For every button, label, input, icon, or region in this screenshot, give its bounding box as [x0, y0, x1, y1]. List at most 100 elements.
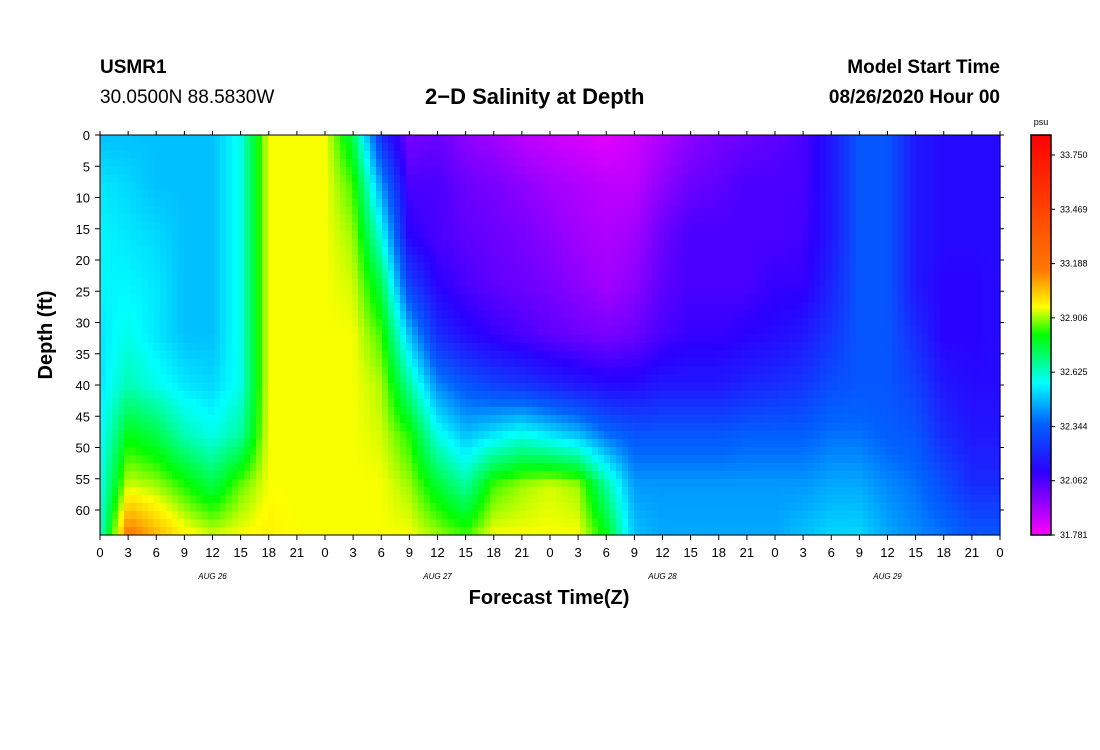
heatmap-cell [172, 327, 179, 336]
heatmap-cell [586, 327, 593, 336]
heatmap-cell [340, 455, 347, 464]
heatmap-cell [202, 223, 209, 232]
heatmap-cell [478, 191, 485, 200]
heatmap-cell [208, 399, 215, 408]
heatmap-cell [154, 495, 161, 504]
heatmap-cell [130, 135, 137, 144]
heatmap-cell [148, 495, 155, 504]
heatmap-cell [646, 367, 653, 376]
heatmap-cell [334, 447, 341, 456]
heatmap-cell [208, 351, 215, 360]
heatmap-cell [514, 319, 521, 328]
heatmap-cell [442, 423, 449, 432]
heatmap-cell [616, 207, 623, 216]
heatmap-cell [106, 335, 113, 344]
heatmap-cell [292, 239, 299, 248]
heatmap-cell [526, 151, 533, 160]
heatmap-cell [154, 423, 161, 432]
heatmap-cell [634, 391, 641, 400]
heatmap-cell [580, 151, 587, 160]
heatmap-cell [280, 215, 287, 224]
heatmap-cell [196, 223, 203, 232]
heatmap-cell [166, 183, 173, 192]
heatmap-cell [196, 407, 203, 416]
heatmap-cell [520, 527, 527, 536]
heatmap-cell [334, 319, 341, 328]
heatmap-cell [382, 431, 389, 440]
heatmap-cell [580, 391, 587, 400]
heatmap-cell [568, 223, 575, 232]
heatmap-cell [658, 279, 665, 288]
heatmap-cell [262, 287, 269, 296]
heatmap-cell [610, 135, 617, 144]
heatmap-cell [406, 239, 413, 248]
heatmap-cell [562, 367, 569, 376]
heatmap-cell [100, 439, 107, 448]
heatmap-cell [328, 367, 335, 376]
heatmap-cell [550, 367, 557, 376]
heatmap-cell [106, 511, 113, 520]
heatmap-cell [520, 143, 527, 152]
heatmap-cell [274, 383, 281, 392]
heatmap-cell [292, 207, 299, 216]
heatmap-cell [478, 215, 485, 224]
heatmap-cell [154, 247, 161, 256]
heatmap-cell [190, 367, 197, 376]
heatmap-cell [550, 511, 557, 520]
heatmap-cell [640, 415, 647, 424]
heatmap-cell [220, 135, 227, 144]
heatmap-cell [226, 447, 233, 456]
heatmap-cell [622, 503, 629, 512]
heatmap-cell [490, 479, 497, 488]
heatmap-cell [514, 359, 521, 368]
heatmap-cell [232, 223, 239, 232]
heatmap-cell [298, 359, 305, 368]
heatmap-cell [652, 311, 659, 320]
heatmap-cell [538, 135, 545, 144]
heatmap-cell [304, 271, 311, 280]
heatmap-cell [676, 527, 683, 536]
heatmap-cell [628, 527, 635, 536]
heatmap-cell [388, 271, 395, 280]
heatmap-cell [454, 455, 461, 464]
heatmap-cell [136, 383, 143, 392]
heatmap-cell [544, 287, 551, 296]
heatmap-cell [598, 399, 605, 408]
heatmap-cell [550, 479, 557, 488]
heatmap-cell [220, 415, 227, 424]
heatmap-cell [454, 135, 461, 144]
heatmap-cell [466, 503, 473, 512]
heatmap-cell [334, 375, 341, 384]
heatmap-cell [616, 271, 623, 280]
heatmap-cell [322, 263, 329, 272]
heatmap-cell [106, 311, 113, 320]
heatmap-cell [406, 423, 413, 432]
heatmap-cell [430, 255, 437, 264]
heatmap-cell [646, 215, 653, 224]
heatmap-cell [688, 519, 695, 528]
heatmap-cell [598, 159, 605, 168]
heatmap-cell [502, 479, 509, 488]
heatmap-cell [310, 295, 317, 304]
heatmap-cell [628, 351, 635, 360]
heatmap-cell [106, 183, 113, 192]
heatmap-cell [448, 479, 455, 488]
heatmap-cell [262, 455, 269, 464]
heatmap-cell [208, 247, 215, 256]
heatmap-cell [292, 279, 299, 288]
heatmap-cell [358, 471, 365, 480]
heatmap-cell [238, 175, 245, 184]
heatmap-cell [232, 343, 239, 352]
heatmap-cell [274, 495, 281, 504]
heatmap-cell [244, 263, 251, 272]
heatmap-cell [292, 287, 299, 296]
heatmap-cell [346, 375, 353, 384]
heatmap-cell [286, 415, 293, 424]
heatmap-cell [406, 255, 413, 264]
heatmap-cell [694, 327, 701, 336]
heatmap-cell [622, 191, 629, 200]
heatmap-cell [562, 255, 569, 264]
heatmap-cell [394, 455, 401, 464]
heatmap-cell [586, 263, 593, 272]
heatmap-cell [322, 295, 329, 304]
